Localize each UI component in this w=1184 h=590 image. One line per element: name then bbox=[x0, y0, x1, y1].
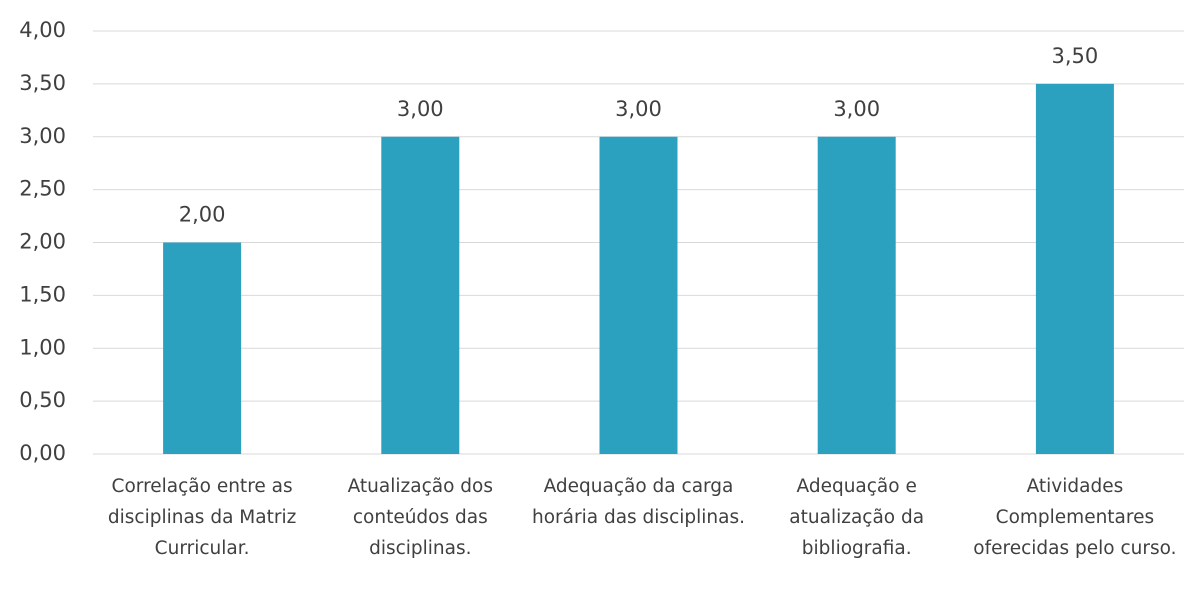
x-tick-label: Atividades Complementares oferecidas pel… bbox=[973, 476, 1177, 559]
data-label: 3,50 bbox=[1052, 44, 1099, 68]
bar bbox=[1035, 83, 1114, 454]
x-tick-label: Correlação entre as disciplinas da Matri… bbox=[107, 476, 297, 559]
y-tick-label: 4,00 bbox=[19, 18, 66, 42]
x-tick-label: Adequação e atualização da bibliografia. bbox=[789, 476, 925, 559]
bar bbox=[817, 136, 896, 454]
bar bbox=[163, 242, 242, 454]
y-tick-label: 2,00 bbox=[19, 230, 66, 254]
data-label: 3,00 bbox=[833, 97, 880, 121]
data-label: 3,00 bbox=[615, 97, 662, 121]
y-tick-label: 0,00 bbox=[19, 441, 66, 465]
data-label: 3,00 bbox=[397, 97, 444, 121]
bar bbox=[599, 136, 678, 454]
y-tick-label: 1,00 bbox=[19, 335, 66, 359]
bar bbox=[381, 136, 460, 454]
y-tick-label: 2,50 bbox=[19, 177, 66, 201]
y-tick-label: 3,50 bbox=[19, 71, 66, 95]
data-label: 2,00 bbox=[179, 203, 226, 227]
x-tick-label: Atualização dos conteúdos das disciplina… bbox=[347, 476, 493, 559]
x-tick-label: Adequação da carga horária das disciplin… bbox=[532, 476, 745, 528]
y-tick-label: 1,50 bbox=[19, 282, 66, 306]
y-tick-label: 0,50 bbox=[19, 388, 66, 412]
y-tick-label: 3,00 bbox=[19, 124, 66, 148]
